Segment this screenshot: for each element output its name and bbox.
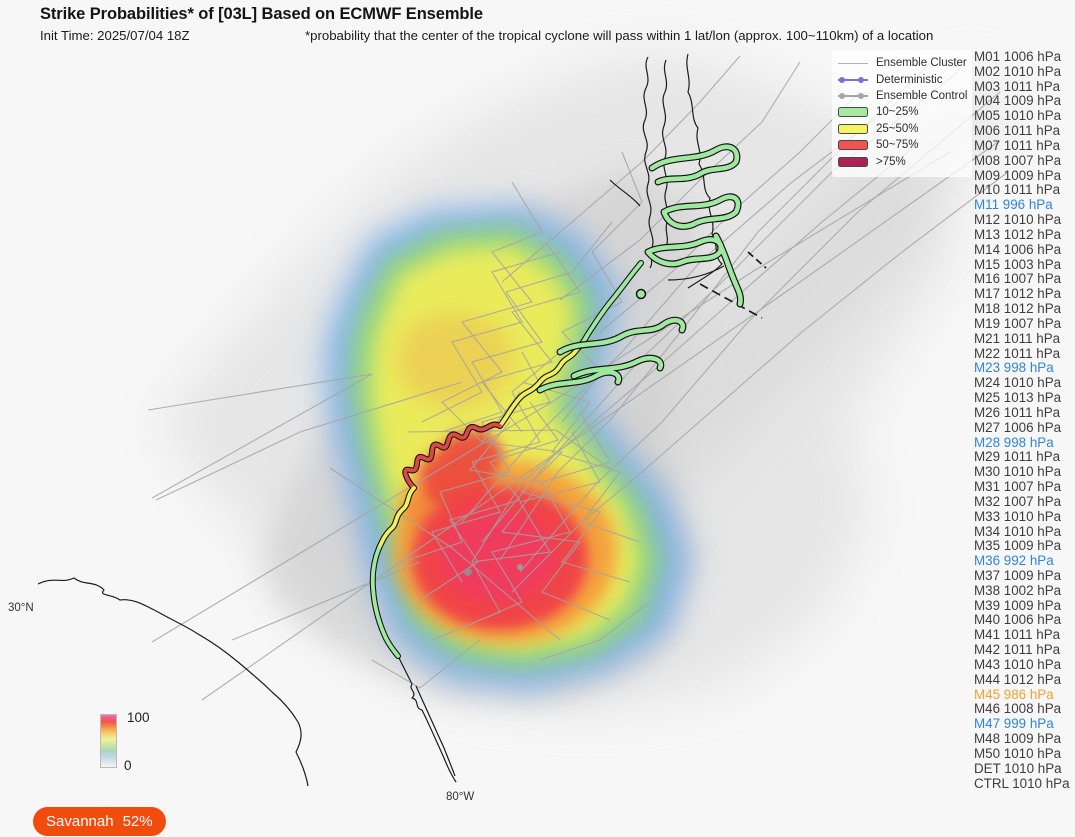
colorbar-min-label: 0 bbox=[124, 758, 132, 773]
member-row[interactable]: M40 1006 hPa bbox=[974, 612, 1062, 628]
probability-footnote: *probability that the center of the trop… bbox=[305, 28, 934, 43]
legend-label: Ensemble Cluster bbox=[876, 57, 967, 70]
member-row[interactable]: M36 992 hPa bbox=[974, 553, 1054, 569]
member-row[interactable]: M13 1012 hPa bbox=[974, 226, 1062, 242]
member-row[interactable]: M19 1007 hPa bbox=[974, 315, 1062, 331]
member-row[interactable]: M47 999 hPa bbox=[974, 716, 1054, 732]
member-row[interactable]: M33 1010 hPa bbox=[974, 508, 1062, 524]
member-row[interactable]: M31 1007 hPa bbox=[974, 479, 1062, 495]
probability-colorbar bbox=[100, 714, 117, 768]
member-row[interactable]: M24 1010 hPa bbox=[974, 375, 1062, 391]
member-row[interactable]: M41 1011 hPa bbox=[974, 627, 1061, 643]
city-probability-badge[interactable]: Savannah 52% bbox=[33, 807, 166, 836]
member-row[interactable]: M50 1010 hPa bbox=[974, 745, 1062, 761]
member-row[interactable]: M39 1009 hPa bbox=[974, 597, 1062, 613]
legend-swatch-icon bbox=[838, 156, 868, 167]
legend-line-item: Deterministic bbox=[838, 71, 966, 87]
member-row[interactable]: M05 1010 hPa bbox=[974, 108, 1062, 124]
member-row[interactable]: M08 1007 hPa bbox=[974, 152, 1062, 168]
member-row[interactable]: M35 1009 hPa bbox=[974, 538, 1062, 554]
page-title: Strike Probabilities* of [03L] Based on … bbox=[40, 5, 483, 23]
member-row[interactable]: M17 1012 hPa bbox=[974, 286, 1062, 302]
member-row[interactable]: M32 1007 hPa bbox=[974, 493, 1062, 509]
member-row[interactable]: M12 1010 hPa bbox=[974, 212, 1062, 228]
control-endpoint-dot bbox=[464, 568, 472, 576]
member-row[interactable]: M16 1007 hPa bbox=[974, 271, 1062, 287]
legend-swatch-icon bbox=[838, 107, 868, 118]
legend-swatch-item: 10~25% bbox=[838, 104, 966, 120]
probability-heatmap bbox=[160, 50, 1000, 710]
map-legend: Ensemble Cluster Deterministic Ensemble Co… bbox=[832, 50, 972, 177]
legend-swatch-item: 50~75% bbox=[838, 137, 966, 153]
legend-line-sample-icon bbox=[838, 91, 868, 101]
member-row[interactable]: M29 1011 hPa bbox=[974, 449, 1061, 465]
colorbar-max-label: 100 bbox=[127, 710, 150, 725]
legend-label: 10~25% bbox=[876, 106, 919, 119]
legend-line-item: Ensemble Control bbox=[838, 88, 968, 104]
ensemble-tracks bbox=[147, 55, 1009, 701]
strike-segment-yellow-north bbox=[498, 346, 580, 428]
member-row[interactable]: M14 1006 hPa bbox=[974, 241, 1062, 257]
member-row[interactable]: M04 1009 hPa bbox=[974, 93, 1062, 109]
legend-swatch-item: 25~50% bbox=[838, 121, 966, 137]
coastline bbox=[37, 53, 767, 787]
member-row[interactable]: M26 1011 hPa bbox=[974, 404, 1061, 420]
badge-probability-value: 52% bbox=[122, 813, 153, 830]
member-row[interactable]: M28 998 hPa bbox=[974, 434, 1054, 450]
member-row[interactable]: DET 1010 hPa bbox=[974, 760, 1062, 776]
member-row[interactable]: CTRL 1010 hPa bbox=[974, 775, 1070, 791]
control-endpoint-dot bbox=[517, 564, 523, 570]
member-row[interactable]: M27 1006 hPa bbox=[974, 419, 1062, 435]
member-row[interactable]: M03 1011 hPa bbox=[974, 78, 1061, 94]
member-row[interactable]: M38 1002 hPa bbox=[974, 582, 1062, 598]
legend-label: Ensemble Control bbox=[876, 89, 968, 102]
legend-line-item: Ensemble Cluster bbox=[838, 55, 967, 71]
sound-strike-outlines bbox=[536, 143, 744, 394]
member-row[interactable]: M43 1010 hPa bbox=[974, 656, 1062, 672]
legend-line-sample-icon bbox=[838, 58, 868, 68]
member-row[interactable]: M22 1011 hPa bbox=[974, 345, 1061, 361]
member-row[interactable]: M09 1009 hPa bbox=[974, 167, 1062, 183]
legend-line-sample-icon bbox=[838, 75, 868, 85]
coast-strike-strip bbox=[369, 260, 644, 659]
legend-label: >75% bbox=[876, 155, 906, 168]
member-row[interactable]: M11 996 hPa bbox=[974, 197, 1053, 213]
longitude-label: 80°W bbox=[446, 791, 475, 803]
member-row[interactable]: M07 1011 hPa bbox=[974, 137, 1061, 153]
member-row[interactable]: M23 998 hPa bbox=[974, 360, 1054, 376]
member-row[interactable]: M44 1012 hPa bbox=[974, 671, 1062, 687]
badge-city-name: Savannah bbox=[46, 813, 114, 830]
member-row[interactable]: M46 1008 hPa bbox=[974, 701, 1062, 717]
strike-segment-yellow-south bbox=[377, 486, 416, 550]
legend-label: Deterministic bbox=[876, 73, 943, 86]
legend-swatch-items: 10~25% 25~50% 50~75% >75% bbox=[838, 104, 966, 170]
member-row[interactable]: M48 1009 hPa bbox=[974, 731, 1062, 747]
member-row[interactable]: M02 1010 hPa bbox=[974, 63, 1062, 79]
member-row[interactable]: M45 986 hPa bbox=[974, 686, 1054, 702]
member-row[interactable]: M25 1013 hPa bbox=[974, 390, 1062, 406]
member-row[interactable]: M34 1010 hPa bbox=[974, 523, 1062, 539]
member-row[interactable]: M30 1010 hPa bbox=[974, 464, 1062, 480]
member-row[interactable]: M18 1012 hPa bbox=[974, 301, 1062, 317]
init-time-label: Init Time: 2025/07/04 18Z bbox=[40, 28, 190, 43]
ensemble-member-list: M01 1006 hPa M02 1010 hPa M03 1011 hPa M04 … bbox=[974, 49, 1075, 791]
legend-swatch-icon bbox=[838, 123, 868, 134]
member-row[interactable]: M06 1011 hPa bbox=[974, 123, 1061, 139]
legend-swatch-icon bbox=[838, 140, 868, 151]
legend-swatch-item: >75% bbox=[838, 153, 966, 169]
latitude-label: 30°N bbox=[8, 602, 34, 614]
member-row[interactable]: M01 1006 hPa bbox=[974, 49, 1062, 64]
member-row[interactable]: M42 1011 hPa bbox=[974, 642, 1061, 658]
member-row[interactable]: M15 1003 hPa bbox=[974, 256, 1062, 272]
member-row[interactable]: M37 1009 hPa bbox=[974, 567, 1062, 583]
member-row[interactable]: M21 1011 hPa bbox=[974, 330, 1061, 346]
legend-line-items: Ensemble Cluster Deterministic Ensemble Co… bbox=[838, 55, 968, 104]
strike-segment-red bbox=[403, 422, 502, 490]
legend-label: 50~75% bbox=[876, 139, 919, 152]
legend-label: 25~50% bbox=[876, 122, 919, 135]
member-row[interactable]: M10 1011 hPa bbox=[974, 182, 1061, 198]
strike-segment-green-south bbox=[370, 546, 400, 658]
